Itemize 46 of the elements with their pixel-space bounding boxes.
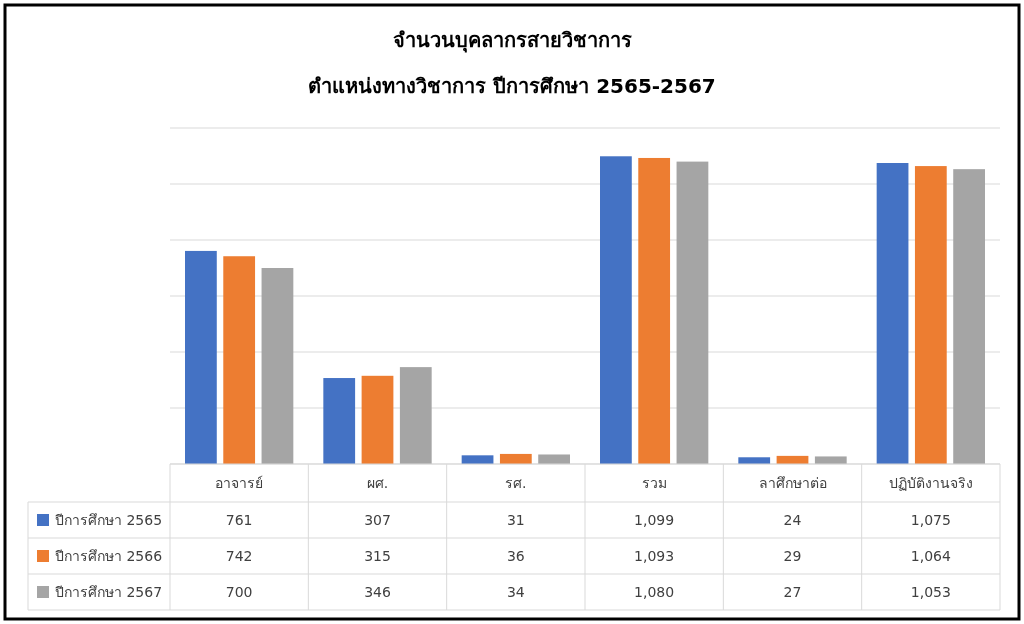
bar	[223, 256, 256, 464]
data-label: 1,075	[910, 511, 951, 528]
data-label: 24	[783, 511, 802, 528]
data-label: 1,053	[910, 583, 951, 600]
data-label: 742	[225, 547, 253, 564]
bar	[361, 375, 394, 464]
data-label: 1,064	[910, 547, 951, 564]
bar	[638, 157, 671, 464]
bar	[185, 250, 217, 464]
data-label: 700	[225, 583, 253, 600]
data-label: 346	[364, 583, 391, 600]
bar	[538, 454, 570, 464]
x-tick-label: รวม	[641, 474, 667, 491]
bar	[814, 456, 847, 464]
bar	[676, 161, 709, 464]
data-label: 1,093	[634, 547, 675, 564]
bar	[261, 268, 294, 464]
data-label: 1,099	[634, 511, 675, 528]
data-label: 36	[506, 547, 525, 564]
legend-label: ปีการศึกษา 2566	[55, 547, 163, 564]
data-label: 29	[783, 547, 802, 564]
data-label: 315	[364, 547, 391, 564]
data-label: 307	[364, 511, 391, 528]
x-tick-label: อาจารย์	[215, 474, 264, 491]
legend-label: ปีการศึกษา 2567	[55, 583, 163, 600]
data-label: 761	[225, 511, 253, 528]
x-tick-label: รศ.	[505, 474, 527, 491]
chart-title: จำนวนบุคลากรสายวิชาการ	[392, 28, 632, 53]
data-label: 34	[506, 583, 525, 600]
bar	[499, 453, 532, 464]
x-tick-label: ลาศึกษาต่อ	[758, 474, 827, 491]
bar	[914, 166, 947, 464]
data-label: 27	[783, 583, 802, 600]
data-label: 31	[506, 511, 525, 528]
bar	[399, 367, 432, 464]
bar	[876, 163, 909, 464]
bar	[461, 455, 494, 464]
x-tick-label: ปฏิบัติงานจริง	[888, 474, 973, 491]
chart-subtitle: ตำแหน่งทางวิชาการ ปีการศึกษา 2565-2567	[308, 74, 716, 98]
bar	[738, 457, 771, 464]
x-tick-label: ผศ.	[366, 474, 389, 491]
bar	[323, 378, 356, 464]
data-label: 1,080	[634, 583, 675, 600]
bar	[600, 156, 632, 464]
legend-label: ปีการศึกษา 2565	[55, 511, 163, 528]
bar	[953, 169, 985, 464]
